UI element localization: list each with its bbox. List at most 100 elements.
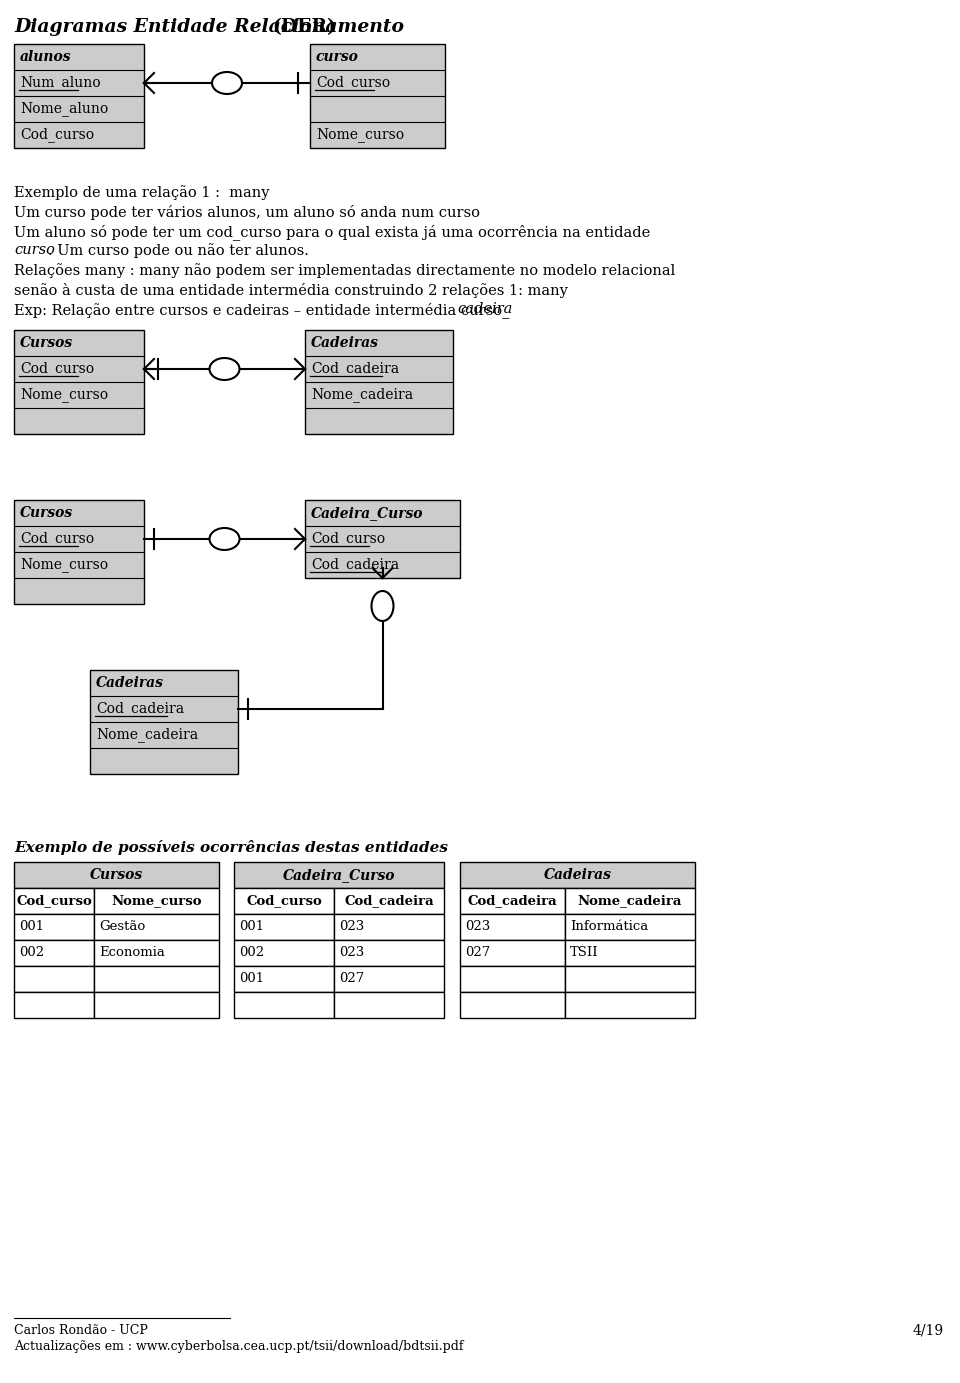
Text: Cursos: Cursos <box>20 506 73 520</box>
Text: 4/19: 4/19 <box>913 1324 944 1337</box>
Text: curso: curso <box>14 243 55 257</box>
Bar <box>14 965 94 992</box>
Bar <box>234 888 334 914</box>
Text: Cursos: Cursos <box>20 336 73 350</box>
Text: Nome_curso: Nome_curso <box>20 557 108 573</box>
Bar <box>90 669 238 774</box>
Bar <box>460 940 565 965</box>
Text: Nome_cadeira: Nome_cadeira <box>96 727 198 743</box>
Text: Cod_curso: Cod_curso <box>20 531 94 546</box>
Text: 001: 001 <box>19 921 44 934</box>
Bar <box>565 888 695 914</box>
Text: Actualizações em : www.cyberbolsa.cea.ucp.pt/tsii/download/bdtsii.pdf: Actualizações em : www.cyberbolsa.cea.uc… <box>14 1340 464 1353</box>
Text: Exp: Relação entre cursos e cadeiras – entidade intermédia curso_: Exp: Relação entre cursos e cadeiras – e… <box>14 301 510 318</box>
Bar <box>334 992 444 1018</box>
Text: Exemplo de uma relação 1 :  many: Exemplo de uma relação 1 : many <box>14 185 270 201</box>
Bar <box>565 940 695 965</box>
Text: Cod_cadeira: Cod_cadeira <box>311 557 399 573</box>
Text: 001: 001 <box>239 972 264 986</box>
Bar <box>460 965 565 992</box>
Text: Cadeiras: Cadeiras <box>543 869 612 882</box>
Bar <box>334 888 444 914</box>
Bar <box>565 965 695 992</box>
Text: Um curso pode ter vários alunos, um aluno só anda num curso: Um curso pode ter vários alunos, um alun… <box>14 205 480 220</box>
Bar <box>14 862 219 888</box>
Text: Carlos Rondão - UCP: Carlos Rondão - UCP <box>14 1324 148 1337</box>
Text: Cadeiras: Cadeiras <box>96 676 164 690</box>
Bar <box>14 501 144 604</box>
Bar <box>234 940 334 965</box>
Text: Cadeira_Curso: Cadeira_Curso <box>311 506 423 520</box>
Text: Cod_curso: Cod_curso <box>20 127 94 142</box>
Text: Cadeira_Curso: Cadeira_Curso <box>283 869 396 882</box>
Text: Nome_cadeira: Nome_cadeira <box>311 387 413 402</box>
Bar <box>460 914 565 940</box>
Text: Nome_cadeira: Nome_cadeira <box>578 895 683 907</box>
Bar <box>310 44 445 148</box>
Text: Cod_curso: Cod_curso <box>246 895 322 907</box>
Bar <box>460 888 565 914</box>
Text: Cod_curso: Cod_curso <box>311 531 385 546</box>
Text: (DER): (DER) <box>272 18 336 36</box>
Bar <box>14 914 94 940</box>
Text: 001: 001 <box>239 921 264 934</box>
Text: 023: 023 <box>339 921 364 934</box>
Ellipse shape <box>372 591 394 621</box>
Text: 023: 023 <box>465 921 491 934</box>
Bar <box>565 914 695 940</box>
Text: 023: 023 <box>339 946 364 960</box>
Text: cadeira: cadeira <box>457 301 513 315</box>
Text: Cod_cadeira: Cod_cadeira <box>311 361 399 376</box>
Text: Cadeiras: Cadeiras <box>311 336 379 350</box>
Bar <box>14 331 144 434</box>
Bar <box>94 888 219 914</box>
Bar <box>234 914 334 940</box>
Text: 002: 002 <box>19 946 44 960</box>
Bar <box>94 992 219 1018</box>
Bar <box>14 888 94 914</box>
Text: 002: 002 <box>239 946 264 960</box>
Text: TSII: TSII <box>570 946 599 960</box>
Bar <box>305 501 460 578</box>
Bar <box>460 992 565 1018</box>
Text: Informática: Informática <box>570 921 648 934</box>
Text: Diagramas Entidade Relacionamento: Diagramas Entidade Relacionamento <box>14 18 411 36</box>
Text: Economia: Economia <box>99 946 165 960</box>
Bar <box>234 862 444 888</box>
Bar <box>14 940 94 965</box>
Text: Cod_cadeira: Cod_cadeira <box>96 701 184 716</box>
Text: Cod_cadeira: Cod_cadeira <box>468 895 558 907</box>
Text: curso: curso <box>316 50 359 64</box>
Bar <box>14 44 144 148</box>
Text: Relações many : many não podem ser implementadas directamente no modelo relacion: Relações many : many não podem ser imple… <box>14 263 675 278</box>
Text: Cursos: Cursos <box>90 869 143 882</box>
Text: Cod_curso: Cod_curso <box>16 895 92 907</box>
Text: alunos: alunos <box>20 50 71 64</box>
Ellipse shape <box>212 72 242 94</box>
Ellipse shape <box>209 528 239 550</box>
Text: Nome_aluno: Nome_aluno <box>20 101 108 116</box>
Bar <box>14 992 94 1018</box>
Text: . Um curso pode ou não ter alunos.: . Um curso pode ou não ter alunos. <box>48 243 309 259</box>
Text: 027: 027 <box>339 972 364 986</box>
Bar <box>460 862 695 888</box>
Text: Nome_curso: Nome_curso <box>20 387 108 402</box>
Bar <box>94 914 219 940</box>
Bar <box>565 992 695 1018</box>
Bar <box>234 965 334 992</box>
Text: Cod_cadeira: Cod_cadeira <box>345 895 434 907</box>
Ellipse shape <box>209 358 239 380</box>
Text: Um aluno só pode ter um cod_curso para o qual exista já uma ocorrência na entida: Um aluno só pode ter um cod_curso para o… <box>14 224 650 239</box>
Text: Exemplo de possíveis ocorrências destas entidades: Exemplo de possíveis ocorrências destas … <box>14 839 448 855</box>
Bar <box>334 914 444 940</box>
Text: Nome_curso: Nome_curso <box>316 127 404 142</box>
Text: Gestão: Gestão <box>99 921 145 934</box>
Text: Nome_curso: Nome_curso <box>111 895 202 907</box>
Text: Cod_curso: Cod_curso <box>316 76 390 90</box>
Bar <box>94 940 219 965</box>
Bar <box>334 965 444 992</box>
Bar <box>94 965 219 992</box>
Text: Num_aluno: Num_aluno <box>20 76 101 90</box>
Bar <box>305 331 453 434</box>
Text: 027: 027 <box>465 946 491 960</box>
